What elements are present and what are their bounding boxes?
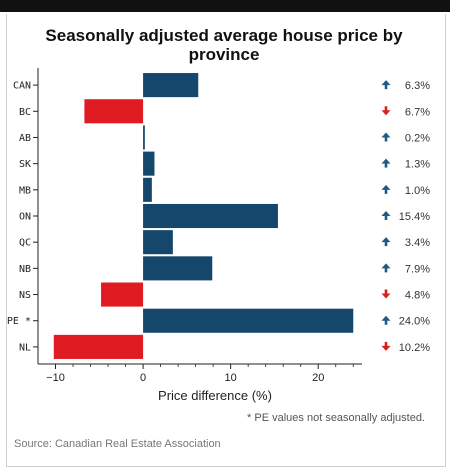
percent-label: 6.7%	[405, 106, 430, 118]
percent-label: 7.9%	[405, 263, 430, 275]
bar-nl	[53, 334, 144, 359]
bar-qc	[143, 230, 173, 255]
arrow-up-icon	[381, 132, 391, 142]
x-tick-label: 10	[225, 372, 237, 384]
percent-label: 15.4%	[399, 211, 430, 223]
y-tick-label: NS	[19, 290, 31, 301]
bar-mb	[143, 177, 152, 202]
y-tick-label: SK	[19, 159, 31, 170]
y-tick-label: AB	[19, 133, 31, 144]
arrow-up-icon	[381, 211, 391, 220]
bar-sk	[143, 151, 155, 176]
chart-card	[6, 14, 446, 467]
percent-label: 3.4%	[405, 237, 430, 249]
axes-group: CAN BC AB SK MB ON QC NB NS PE * NL −10 0 10 20 Price d…	[7, 68, 362, 403]
percent-label: 10.2%	[399, 342, 430, 354]
x-tick-label: −10	[46, 372, 65, 384]
y-tick-label: QC	[19, 238, 31, 249]
labels-group: 6.3% 6.7% 0.2% 1.3% 1.0% 15.4% 3.4% 7.9% 4.8% 24.…	[381, 80, 430, 354]
arrow-down-icon	[381, 289, 391, 299]
arrow-up-icon	[381, 184, 391, 194]
arrow-up-icon	[381, 315, 391, 325]
y-tick-label: PE *	[7, 316, 31, 327]
top-bar	[0, 0, 450, 12]
arrow-down-icon	[381, 341, 391, 351]
percent-label: 24.0%	[399, 316, 430, 328]
bar-ns	[101, 282, 144, 307]
bar-can	[143, 73, 199, 98]
footnote: * PE values not seasonally adjusted.	[247, 412, 425, 424]
bar-bc	[84, 99, 144, 124]
arrow-up-icon	[381, 237, 391, 247]
arrow-up-icon	[381, 263, 391, 273]
y-tick-label: NB	[19, 264, 31, 275]
percent-label: 1.0%	[405, 185, 430, 197]
percent-label: 0.2%	[405, 132, 430, 144]
x-tick-label: 0	[140, 372, 146, 384]
x-axis-label: Price difference (%)	[158, 388, 272, 403]
x-tick-label: 20	[312, 372, 324, 384]
percent-label: 6.3%	[405, 80, 430, 92]
arrow-up-icon	[381, 80, 391, 90]
y-tick-label: ON	[19, 212, 31, 223]
bar-pe	[143, 308, 354, 333]
bar-on	[143, 203, 278, 229]
arrow-down-icon	[381, 106, 391, 116]
bar-ab	[143, 125, 145, 150]
y-tick-label: BC	[19, 107, 31, 118]
source-text: Source: Canadian Real Estate Association	[14, 438, 221, 450]
y-tick-label: NL	[19, 342, 31, 353]
percent-label: 4.8%	[405, 290, 430, 302]
percent-label: 1.3%	[405, 159, 430, 171]
bars-group	[53, 73, 354, 359]
y-tick-label: MB	[19, 185, 31, 196]
y-tick-label: CAN	[13, 81, 31, 92]
bar-nb	[143, 256, 213, 281]
chart-title: Seasonally adjusted average house price …	[45, 26, 403, 64]
arrow-up-icon	[381, 158, 391, 168]
